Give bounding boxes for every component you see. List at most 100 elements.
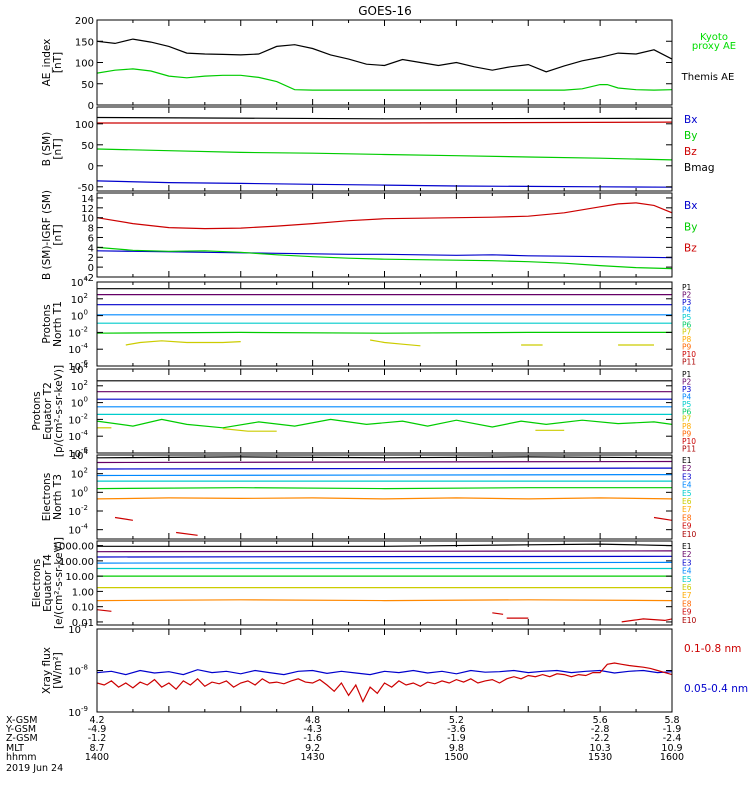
series-line-e4 <box>97 474 672 477</box>
y-tick-label: 50 <box>81 141 94 152</box>
y-axis-label: [W/m²] <box>52 652 64 689</box>
x-row-value: 4.8 <box>305 715 320 726</box>
x-row-value: -2.4 <box>663 733 682 744</box>
legend-entry: P5 <box>682 400 692 409</box>
x-row-value: 10.3 <box>590 743 611 754</box>
legend-entry: E1 <box>682 542 692 551</box>
series-line-p6 <box>97 331 672 334</box>
legend-entry: Bmag <box>684 162 715 174</box>
legend-entry: P7 <box>682 415 692 424</box>
legend-entry: P8 <box>682 335 692 344</box>
series-line-by <box>97 148 672 161</box>
legend-entry: E10 <box>682 616 697 625</box>
y-tick-label: 0.10 <box>72 603 94 614</box>
x-row-value: 5.8 <box>664 715 679 726</box>
series-line-e8 <box>97 599 672 602</box>
y-axis-label: AE_index <box>41 39 53 87</box>
y-tick-label: 200 <box>75 16 94 27</box>
y-tick-label: 100.00 <box>59 557 94 568</box>
y-tick-label: 6 <box>88 233 94 244</box>
x-row-value: -2.8 <box>591 724 610 735</box>
series-line-e9 <box>114 516 133 521</box>
series-line-bmag <box>97 116 672 120</box>
legend-entry: 0.05-0.4 nm <box>684 683 748 695</box>
series-line-0-1-0-8-nm <box>97 662 672 704</box>
y-axis-label: Electrons <box>41 473 53 522</box>
legend-entry: P8 <box>682 422 692 431</box>
series-line-e2 <box>97 460 672 464</box>
x-row-value: 5.2 <box>449 715 464 726</box>
legend-entry: E1 <box>682 456 692 465</box>
series-line-p7b <box>369 339 421 347</box>
x-row-label: X-GSM <box>6 715 37 726</box>
legend-entry: P5 <box>682 313 692 322</box>
x-row-value: 1600 <box>660 752 684 763</box>
y-tick-label: 1.00 <box>72 587 94 598</box>
y-axis-label: Equator T2 <box>42 382 54 440</box>
series-line-bz <box>97 202 672 230</box>
x-row-value: -4.9 <box>88 724 107 735</box>
series-line-e3 <box>97 555 672 558</box>
y-tick-label: 100 <box>75 120 94 131</box>
legend-entry: E8 <box>682 599 692 608</box>
x-row-value: -1.9 <box>663 724 682 735</box>
legend-entry: P6 <box>682 320 692 329</box>
legend-entry: By <box>684 221 697 233</box>
y-axis-label: Protons <box>31 391 43 430</box>
x-row-value: -1.9 <box>447 733 466 744</box>
plot-title: GOES-16 <box>358 4 412 18</box>
x-row-value: -2.2 <box>591 733 610 744</box>
legend-entry: P3 <box>682 385 692 394</box>
series-line-e4 <box>97 561 672 564</box>
legend-entry: Themis AE <box>681 72 735 83</box>
panel-bsm: -50 0 50 100 B (SM) [nT] Bx By Bz Bmag <box>41 106 715 194</box>
y-axis-label: [p/(cm²-s-sr-keV)] <box>53 365 65 457</box>
legend-entry: E5 <box>682 575 692 584</box>
x-row-label: Z-GSM <box>6 733 38 744</box>
legend-entry: P9 <box>682 430 692 439</box>
series-line-e9d <box>621 618 672 623</box>
y-tick-label: 10 <box>81 214 94 225</box>
y-axis-label: Xray flux <box>41 647 53 694</box>
x-row-value: 1500 <box>444 752 468 763</box>
legend-entry: P9 <box>682 343 692 352</box>
legend-entry: P4 <box>682 392 692 401</box>
series-line-kyoto-proxy-ae <box>97 68 672 91</box>
y-tick-label: 8 <box>88 224 94 235</box>
y-tick-label: 50 <box>81 80 94 91</box>
series-group <box>97 202 672 270</box>
x-row-value: -3.6 <box>447 724 466 735</box>
legend-entry: E2 <box>682 550 692 559</box>
y-axis-label: North T1 <box>52 301 64 347</box>
legend-entry: proxy AE <box>692 41 736 52</box>
legend-entry: P1 <box>682 283 692 292</box>
legend-entry: E4 <box>682 567 692 576</box>
legend-entry: E7 <box>682 591 692 600</box>
y-axis-label: Electrons <box>31 559 43 608</box>
legend-entry: E5 <box>682 489 692 498</box>
series-line-p7b <box>222 428 277 432</box>
y-tick-label: 10.00 <box>65 572 94 583</box>
y-tick-label: 4 <box>88 243 94 254</box>
legend-entry: P7 <box>682 328 692 337</box>
y-axis-label: Protons <box>41 304 53 343</box>
series-line-0-05-0-4-nm <box>97 669 672 676</box>
legend-entry: E4 <box>682 481 692 490</box>
legend-entry: E10 <box>682 530 697 539</box>
x-row-value: -4.3 <box>303 724 322 735</box>
legend-entry: Bz <box>684 243 697 255</box>
series-line-p6 <box>97 418 672 429</box>
series-line-e6 <box>97 487 672 490</box>
y-axis-label: [nT] <box>52 224 64 245</box>
y-tick-label: 14 <box>81 194 94 205</box>
y-axis-label: [nT] <box>52 52 64 73</box>
y-tick-label: 1000.00 <box>53 542 94 553</box>
series-group <box>97 662 672 704</box>
y-tick-label: 150 <box>75 37 94 48</box>
x-row-value: -1.6 <box>303 733 322 744</box>
x-row-value: 9.2 <box>305 743 320 754</box>
